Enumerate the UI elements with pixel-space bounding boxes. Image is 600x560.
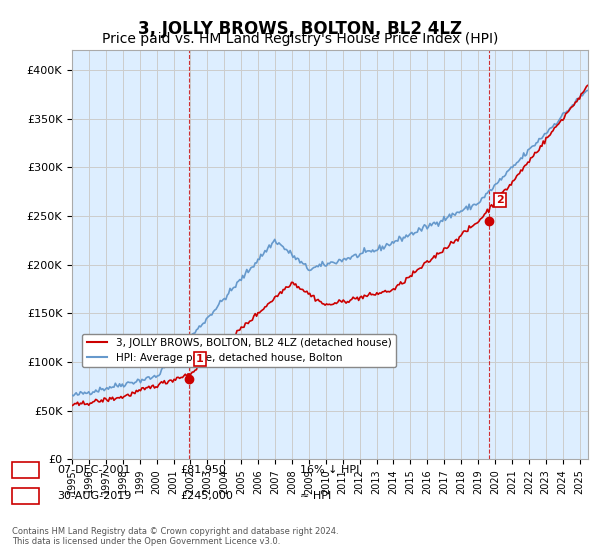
Text: 07-DEC-2001: 07-DEC-2001	[57, 465, 131, 475]
Text: 2: 2	[496, 195, 504, 205]
Text: Price paid vs. HM Land Registry's House Price Index (HPI): Price paid vs. HM Land Registry's House …	[102, 32, 498, 46]
Text: 30-AUG-2019: 30-AUG-2019	[57, 491, 131, 501]
Text: Contains HM Land Registry data © Crown copyright and database right 2024.
This d: Contains HM Land Registry data © Crown c…	[12, 526, 338, 546]
Text: 16% ↓ HPI: 16% ↓ HPI	[300, 465, 359, 475]
Text: £81,950: £81,950	[180, 465, 226, 475]
Text: £245,000: £245,000	[180, 491, 233, 501]
Text: 1: 1	[196, 354, 203, 364]
Text: 2: 2	[21, 489, 29, 503]
Legend: 3, JOLLY BROWS, BOLTON, BL2 4LZ (detached house), HPI: Average price, detached h: 3, JOLLY BROWS, BOLTON, BL2 4LZ (detache…	[82, 334, 395, 367]
Text: 3, JOLLY BROWS, BOLTON, BL2 4LZ: 3, JOLLY BROWS, BOLTON, BL2 4LZ	[138, 20, 462, 38]
Text: 1: 1	[21, 463, 29, 477]
Text: ≈ HPI: ≈ HPI	[300, 491, 331, 501]
